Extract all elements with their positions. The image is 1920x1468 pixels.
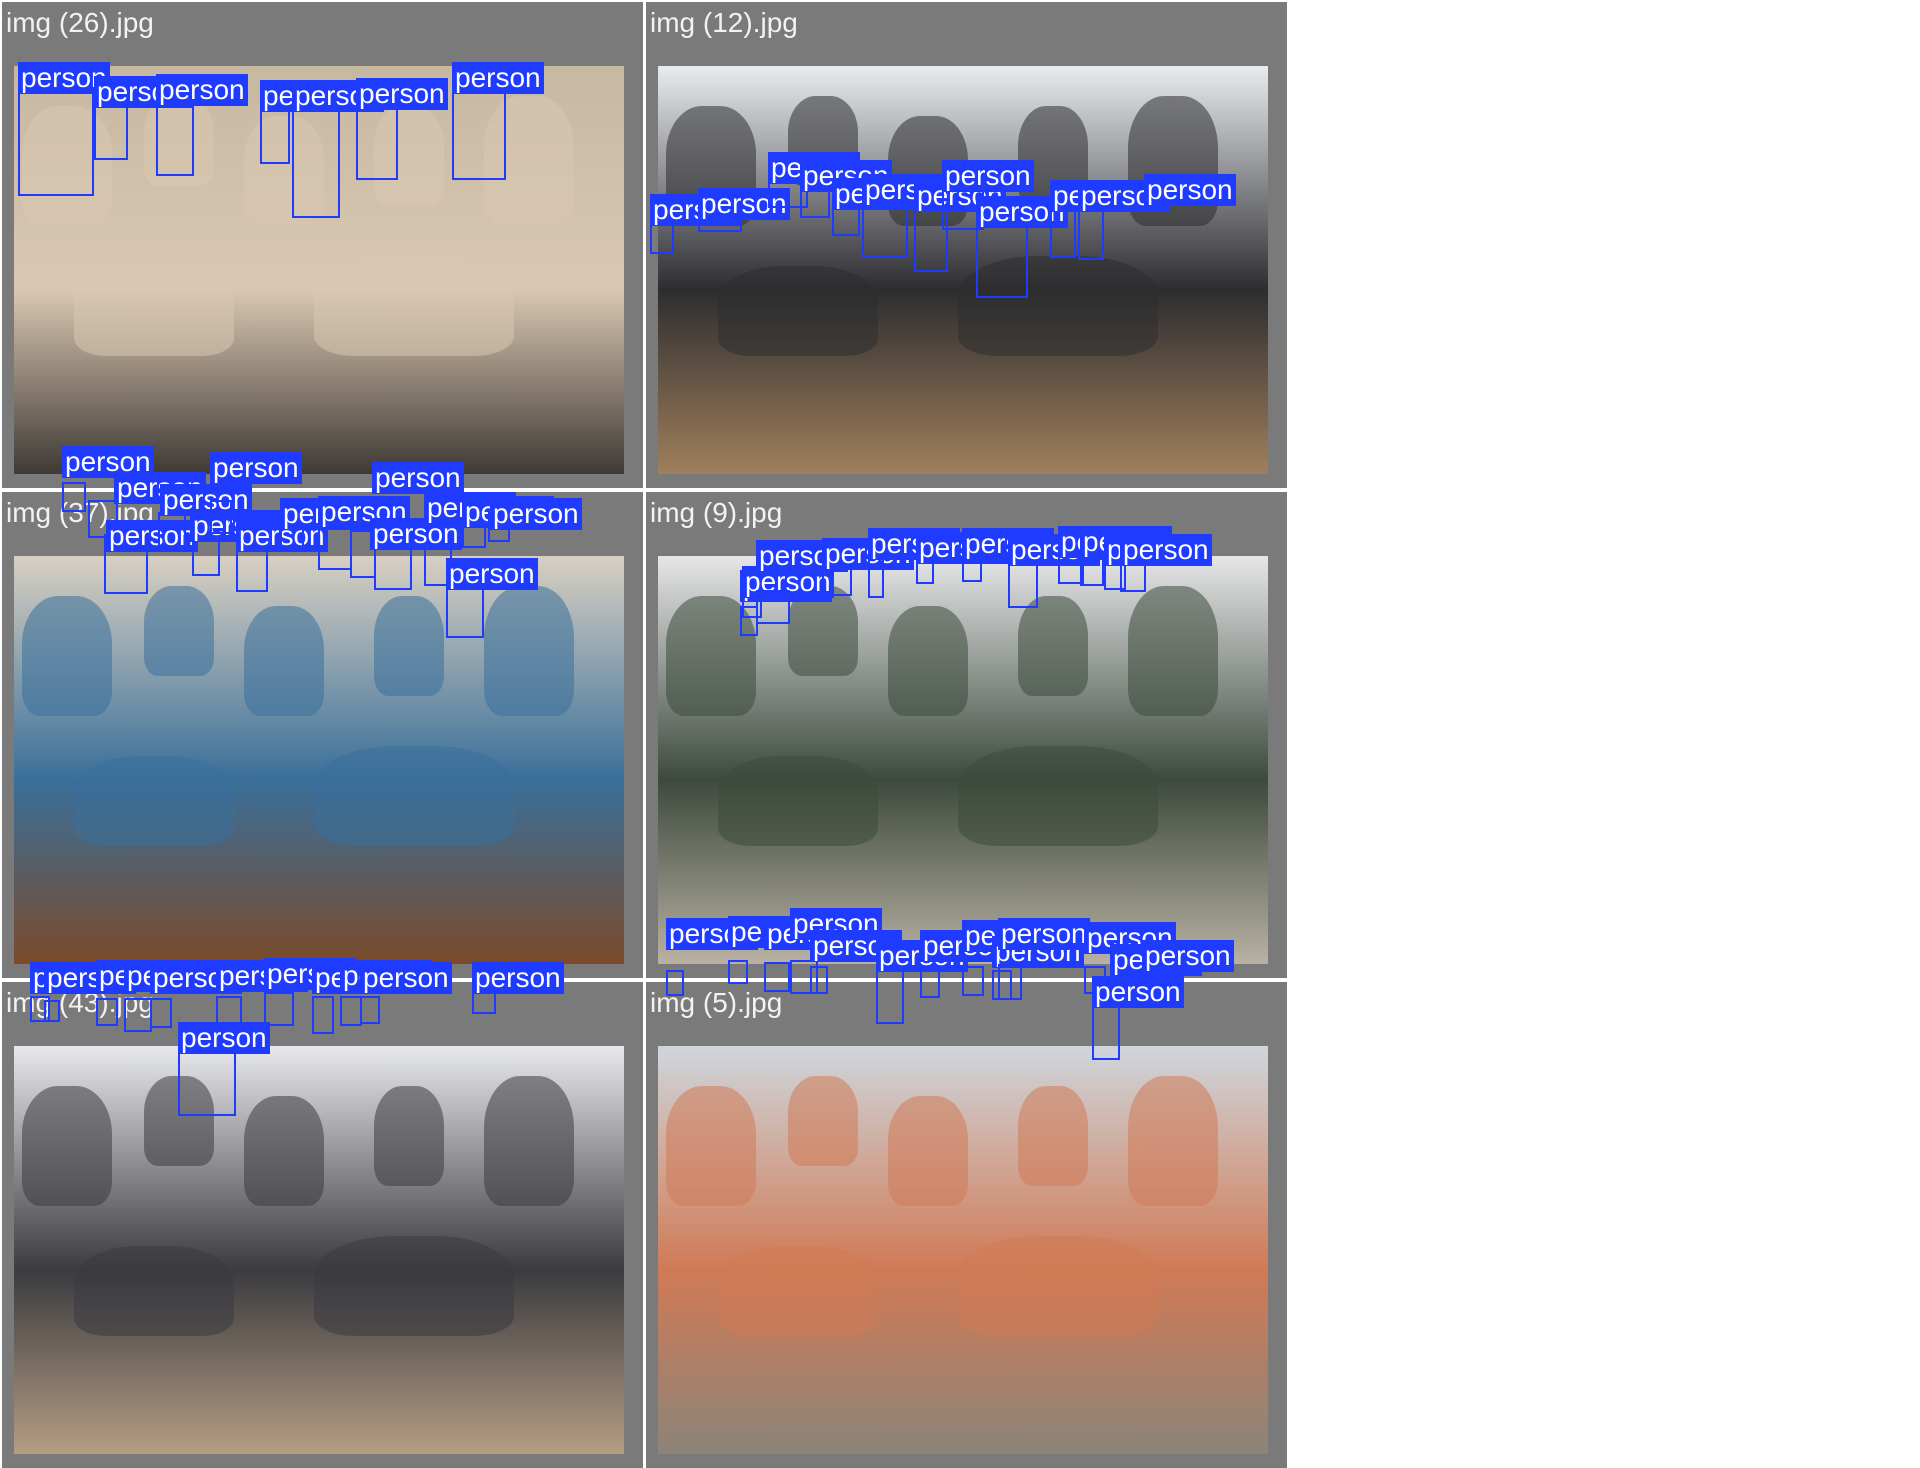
photo-figure bbox=[144, 96, 214, 186]
photo-figure bbox=[788, 96, 858, 186]
detection-box bbox=[462, 514, 486, 548]
photo-figure bbox=[314, 746, 514, 846]
photo-figure bbox=[666, 596, 756, 716]
photo-figure bbox=[144, 586, 214, 676]
photo-thumbnail bbox=[658, 556, 1268, 964]
photo-figure bbox=[314, 256, 514, 356]
photo-figure bbox=[144, 1076, 214, 1166]
photo-thumbnail bbox=[14, 66, 624, 474]
photo-figure bbox=[1128, 1076, 1218, 1206]
photo-figure bbox=[74, 756, 234, 846]
photo-figure bbox=[484, 96, 574, 226]
detection-label: person bbox=[160, 484, 252, 516]
photo-figure bbox=[1018, 596, 1088, 696]
detection-label: person bbox=[424, 492, 516, 524]
photo-figure bbox=[244, 606, 324, 716]
photo-figure bbox=[888, 1096, 968, 1206]
image-filename: img (43).jpg bbox=[6, 987, 154, 1018]
photo-figure bbox=[244, 1096, 324, 1206]
photo-figure bbox=[1128, 96, 1218, 226]
photo-figure bbox=[22, 596, 112, 716]
photo-figure bbox=[74, 266, 234, 356]
detection-box bbox=[488, 512, 510, 542]
detection-label: person bbox=[1058, 526, 1150, 558]
photo-figure bbox=[888, 116, 968, 226]
photo-figure bbox=[74, 1246, 234, 1336]
photo-figure bbox=[1128, 586, 1218, 716]
photo-figure bbox=[718, 1246, 878, 1336]
photo-figure bbox=[666, 106, 756, 226]
detection-box bbox=[264, 992, 294, 1026]
photo-figure bbox=[958, 746, 1158, 846]
result-tile: img (9).jpg person person person person pers… bbox=[646, 492, 1287, 978]
detection-box bbox=[210, 500, 232, 534]
result-tile: img (37).jpg person person person person per… bbox=[2, 446, 643, 978]
detection-label: person bbox=[1092, 976, 1184, 1008]
photo-figure bbox=[888, 606, 968, 716]
image-filename: img (37).jpg bbox=[6, 497, 154, 528]
detection-label: person bbox=[1080, 526, 1172, 558]
detection-label: person bbox=[490, 498, 582, 530]
detection-box bbox=[280, 512, 304, 550]
result-tile: img (43).jpg person person person person per… bbox=[2, 958, 643, 1468]
photo-figure bbox=[244, 116, 324, 226]
photo-figure bbox=[958, 1236, 1158, 1336]
detection-label: person bbox=[318, 496, 410, 528]
photo-figure bbox=[374, 1086, 444, 1186]
image-filename: img (9).jpg bbox=[650, 497, 783, 528]
photo-figure bbox=[788, 1076, 858, 1166]
photo-figure bbox=[484, 1076, 574, 1206]
detection-box bbox=[472, 988, 496, 1014]
photo-figure bbox=[484, 586, 574, 716]
photo-thumbnail bbox=[14, 556, 624, 964]
photo-figure bbox=[314, 1236, 514, 1336]
detection-label: person bbox=[370, 518, 462, 550]
detection-results-grid: img (26).jpg person person person person per… bbox=[2, 2, 1287, 1468]
detection-box bbox=[1142, 982, 1160, 1008]
detection-box bbox=[216, 996, 242, 1028]
detection-label: person bbox=[280, 498, 372, 530]
photo-figure bbox=[718, 266, 878, 356]
image-filename: img (12).jpg bbox=[650, 7, 798, 38]
photo-figure bbox=[1018, 1086, 1088, 1186]
result-tile: img (5).jpg person person person person pers… bbox=[646, 908, 1287, 1468]
photo-thumbnail bbox=[658, 66, 1268, 474]
detection-box bbox=[360, 996, 380, 1024]
detection-label: person bbox=[236, 520, 328, 552]
result-tile: img (12).jpg person person person person per… bbox=[646, 2, 1287, 488]
photo-figure bbox=[1018, 106, 1088, 206]
photo-figure bbox=[666, 1086, 756, 1206]
photo-figure bbox=[788, 586, 858, 676]
detection-box bbox=[340, 996, 362, 1026]
detection-box bbox=[312, 996, 334, 1034]
photo-thumbnail bbox=[658, 1046, 1268, 1454]
image-filename: img (26).jpg bbox=[6, 7, 154, 38]
detection-label: person bbox=[462, 496, 554, 528]
image-filename: img (5).jpg bbox=[650, 987, 783, 1018]
detection-label: person bbox=[190, 510, 282, 542]
photo-figure bbox=[22, 1086, 112, 1206]
photo-figure bbox=[718, 756, 878, 846]
photo-thumbnail bbox=[14, 1046, 624, 1454]
detection-box bbox=[158, 512, 186, 550]
photo-figure bbox=[374, 106, 444, 206]
photo-figure bbox=[374, 596, 444, 696]
photo-figure bbox=[22, 106, 112, 226]
photo-figure bbox=[958, 256, 1158, 356]
result-tile: img (26).jpg person person person person per… bbox=[2, 2, 643, 488]
